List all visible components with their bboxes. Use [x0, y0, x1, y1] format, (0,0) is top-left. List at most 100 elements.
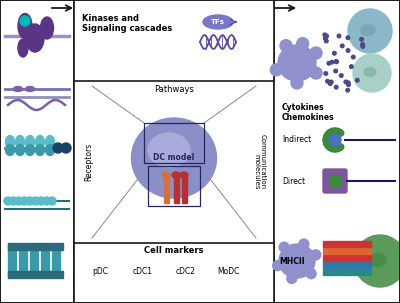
Ellipse shape	[36, 145, 44, 155]
Circle shape	[333, 146, 339, 152]
Ellipse shape	[273, 261, 283, 271]
Ellipse shape	[26, 135, 34, 148]
Text: Pathways: Pathways	[154, 85, 194, 94]
Circle shape	[42, 197, 50, 205]
Circle shape	[328, 82, 332, 85]
Circle shape	[323, 135, 329, 141]
Circle shape	[61, 143, 71, 153]
Circle shape	[335, 60, 338, 64]
Ellipse shape	[18, 14, 32, 38]
Ellipse shape	[40, 17, 54, 39]
Bar	[74, 0, 274, 303]
Ellipse shape	[310, 67, 322, 79]
Bar	[323, 269, 371, 275]
Ellipse shape	[203, 15, 233, 29]
Circle shape	[340, 44, 344, 48]
Circle shape	[323, 33, 327, 37]
Text: Communication
molecules: Communication molecules	[253, 135, 266, 190]
Ellipse shape	[16, 145, 24, 155]
Circle shape	[53, 143, 63, 153]
Circle shape	[329, 134, 341, 146]
Circle shape	[346, 49, 350, 52]
Ellipse shape	[26, 145, 34, 155]
Circle shape	[20, 16, 30, 26]
Ellipse shape	[297, 38, 309, 50]
Bar	[182, 175, 186, 203]
Circle shape	[330, 60, 334, 64]
Circle shape	[324, 37, 327, 40]
Circle shape	[335, 145, 341, 152]
Circle shape	[334, 60, 338, 63]
Bar	[274, 0, 400, 303]
Circle shape	[37, 197, 45, 205]
Circle shape	[324, 142, 330, 148]
Circle shape	[324, 132, 330, 138]
Bar	[19, 244, 27, 276]
Circle shape	[346, 81, 350, 85]
Ellipse shape	[6, 145, 14, 155]
Text: TFs: TFs	[211, 19, 225, 25]
Circle shape	[348, 9, 392, 53]
Ellipse shape	[46, 135, 54, 148]
Circle shape	[324, 39, 328, 43]
Ellipse shape	[132, 118, 216, 198]
Ellipse shape	[179, 128, 199, 150]
Circle shape	[32, 197, 40, 205]
Ellipse shape	[149, 169, 169, 190]
Circle shape	[346, 36, 350, 39]
Bar	[41, 244, 49, 276]
Ellipse shape	[137, 155, 158, 176]
Circle shape	[332, 52, 336, 55]
Circle shape	[326, 143, 332, 149]
Circle shape	[26, 197, 34, 205]
Circle shape	[10, 197, 18, 205]
Ellipse shape	[291, 77, 303, 89]
Circle shape	[324, 134, 330, 140]
Circle shape	[324, 72, 328, 75]
Circle shape	[330, 146, 336, 152]
Text: Direct: Direct	[282, 177, 305, 185]
Ellipse shape	[164, 119, 184, 141]
Ellipse shape	[185, 159, 206, 180]
Circle shape	[338, 144, 344, 150]
Circle shape	[20, 197, 28, 205]
Circle shape	[334, 69, 338, 73]
Circle shape	[361, 45, 364, 48]
Ellipse shape	[170, 169, 190, 191]
Circle shape	[352, 55, 355, 59]
Circle shape	[327, 62, 331, 65]
Ellipse shape	[370, 254, 386, 267]
Text: DC model: DC model	[153, 154, 195, 162]
Circle shape	[15, 197, 23, 205]
Text: Receptors: Receptors	[84, 143, 93, 181]
Ellipse shape	[278, 45, 316, 81]
Circle shape	[360, 38, 363, 41]
Ellipse shape	[26, 24, 44, 52]
Bar	[144, 123, 204, 163]
Circle shape	[328, 145, 334, 151]
Ellipse shape	[14, 86, 22, 92]
Text: pDC: pDC	[92, 267, 108, 275]
Circle shape	[344, 80, 348, 84]
Ellipse shape	[361, 25, 375, 35]
Text: Cell markers: Cell markers	[144, 246, 204, 255]
Circle shape	[326, 79, 329, 83]
Ellipse shape	[279, 242, 289, 252]
Ellipse shape	[270, 64, 282, 76]
Bar	[8, 243, 63, 250]
Text: Kinases and
Signaling cascades: Kinases and Signaling cascades	[82, 14, 172, 33]
FancyBboxPatch shape	[323, 169, 347, 193]
Circle shape	[328, 129, 334, 135]
Circle shape	[336, 145, 342, 151]
Text: MHCII: MHCII	[279, 257, 305, 265]
Circle shape	[337, 34, 341, 38]
Circle shape	[327, 130, 333, 136]
Circle shape	[330, 80, 333, 84]
Ellipse shape	[6, 135, 14, 148]
Ellipse shape	[26, 86, 34, 92]
Circle shape	[340, 74, 343, 77]
Text: MoDC: MoDC	[217, 267, 239, 275]
Ellipse shape	[306, 269, 316, 279]
Circle shape	[361, 43, 364, 46]
Bar	[30, 244, 38, 276]
